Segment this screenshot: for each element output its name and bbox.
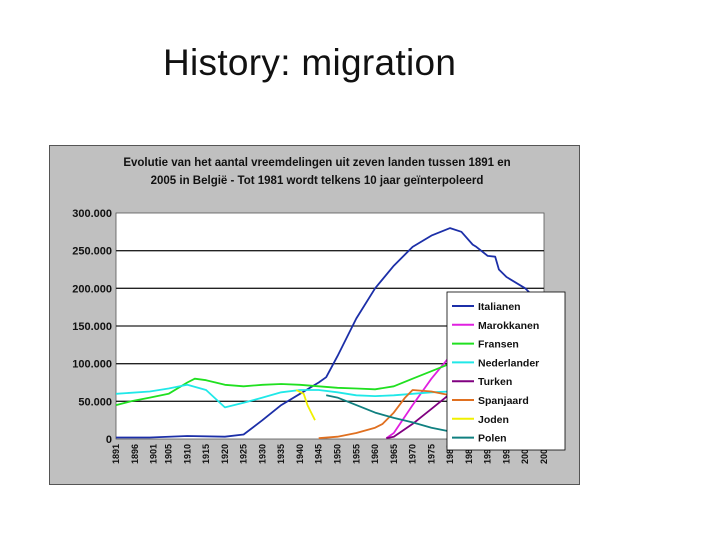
slide-title: History: migration [163, 42, 457, 83]
x-tick-label: 1960 [370, 444, 380, 464]
x-tick-label: 1955 [351, 444, 361, 464]
y-tick-label: 100.000 [72, 359, 112, 371]
x-tick-label: 1950 [333, 444, 343, 464]
y-tick-label: 150.000 [72, 321, 112, 333]
x-tick-label: 1930 [257, 444, 267, 464]
series-line-joden [295, 389, 316, 421]
x-tick-label: 1990 [483, 444, 493, 464]
legend-label-polen: Polen [478, 433, 507, 445]
x-tick-label: 1935 [276, 444, 286, 464]
x-tick-label: 1915 [201, 444, 211, 464]
legend-label-joden: Joden [478, 414, 509, 426]
y-tick-label: 300.000 [72, 208, 112, 220]
chart-title-line-1: Evolutie van het aantal vreemdelingen ui… [123, 157, 510, 169]
x-axis-ticks: 1891 1896 1901 1905 1910 1915 1920 1925 1930 1935… [111, 444, 549, 464]
x-tick-label: 1940 [295, 444, 305, 464]
chart-frame: Evolutie van het aantal vreemdelingen ui… [49, 145, 580, 485]
x-tick-label: 1985 [464, 444, 474, 464]
y-tick-label: 250.000 [72, 246, 112, 258]
x-tick-label: 1975 [426, 444, 436, 464]
x-tick-label: 1980 [445, 444, 455, 464]
series-line-italianen [116, 227, 545, 439]
legend: Italianen Marokkanen Fransen Nederlander Tur… [446, 291, 566, 451]
y-tick-label: 0 [106, 434, 112, 446]
x-tick-label: 1905 [164, 444, 174, 464]
x-tick-label: 1891 [111, 444, 121, 464]
legend-label-fransen: Fransen [478, 339, 519, 351]
legend-box [446, 291, 566, 451]
legend-label-nederlander: Nederlander [478, 357, 539, 369]
x-tick-label: 1965 [389, 444, 399, 464]
x-tick-label: 1910 [182, 444, 192, 464]
legend-label-turken: Turken [478, 376, 512, 388]
x-tick-label: 1945 [314, 444, 324, 464]
x-tick-label: 2005 [539, 444, 549, 464]
legend-label-italianen: Italianen [478, 301, 521, 313]
x-tick-label: 1995 [501, 444, 511, 464]
x-tick-label: 1901 [149, 444, 159, 464]
y-axis-ticks: 0 50.000 100.000 150.000 200.000 250.000 300.0… [72, 208, 112, 446]
x-tick-label: 1925 [239, 444, 249, 464]
x-tick-label: 1970 [408, 444, 418, 464]
x-tick-label: 1896 [130, 444, 140, 464]
line-chart: Evolutie van het aantal vreemdelingen ui… [72, 157, 566, 464]
y-tick-label: 50.000 [78, 396, 112, 408]
legend-label-spanjaard: Spanjaard [478, 395, 529, 407]
x-tick-label: 1920 [220, 444, 230, 464]
y-tick-label: 200.000 [72, 283, 112, 295]
legend-label-marokkanen: Marokkanen [478, 320, 539, 332]
x-tick-label: 2000 [520, 444, 530, 464]
chart-title-line-2: 2005 in België - Tot 1981 wordt telkens … [151, 175, 484, 187]
